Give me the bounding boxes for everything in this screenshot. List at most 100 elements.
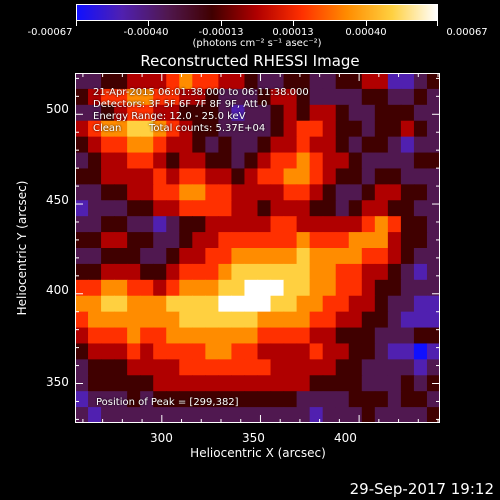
heatmap-cell bbox=[205, 311, 219, 329]
heatmap-cell bbox=[400, 88, 415, 106]
heatmap-cell bbox=[127, 152, 141, 170]
heatmap-cell bbox=[166, 104, 180, 122]
heatmap-cell bbox=[192, 216, 206, 233]
heatmap-cell bbox=[75, 73, 89, 90]
colorbar bbox=[76, 4, 438, 21]
heatmap-cell bbox=[400, 327, 415, 345]
heatmap-cell bbox=[75, 216, 89, 233]
heatmap-cell bbox=[335, 295, 350, 313]
heatmap-cell bbox=[296, 73, 311, 90]
heatmap-cell bbox=[400, 295, 415, 313]
heatmap-cell bbox=[270, 407, 285, 423]
heatmap-cell bbox=[114, 200, 128, 217]
heatmap-cell bbox=[127, 311, 141, 329]
heatmap-cell bbox=[322, 295, 337, 313]
heatmap-cell bbox=[166, 407, 180, 423]
heatmap-cell bbox=[88, 359, 102, 376]
heatmap-cell bbox=[361, 232, 376, 249]
heatmap-cell bbox=[205, 104, 219, 122]
heatmap-cell bbox=[205, 343, 219, 360]
heatmap-cell bbox=[218, 232, 233, 249]
date-stamp: 29-Sep-2017 19:12 bbox=[349, 480, 494, 498]
heatmap-cell bbox=[166, 248, 180, 265]
heatmap-cell bbox=[296, 152, 311, 170]
heatmap-cell bbox=[127, 168, 141, 185]
heatmap-cell bbox=[257, 200, 272, 217]
heatmap-cell bbox=[101, 184, 115, 201]
heatmap-cell bbox=[179, 136, 193, 154]
heatmap-cell bbox=[400, 232, 415, 249]
heatmap-cell bbox=[374, 184, 389, 201]
heatmap-cell bbox=[140, 407, 154, 423]
heatmap-cell bbox=[296, 104, 311, 122]
heatmap-cell bbox=[322, 327, 337, 345]
heatmap-cell bbox=[127, 295, 141, 313]
heatmap-cell bbox=[166, 152, 180, 170]
heatmap-cell bbox=[257, 295, 272, 313]
heatmap-cell bbox=[296, 311, 311, 329]
heatmap-cell bbox=[296, 327, 311, 345]
heatmap-cell bbox=[348, 152, 363, 170]
heatmap-cell bbox=[218, 200, 233, 217]
heatmap-cell bbox=[88, 200, 102, 217]
heatmap-cell bbox=[114, 73, 128, 90]
heatmap-cell bbox=[88, 88, 102, 106]
heatmap-cell bbox=[179, 184, 193, 201]
heatmap-cell bbox=[179, 295, 193, 313]
colorbar-tick bbox=[293, 21, 294, 26]
heatmap-cell bbox=[166, 200, 180, 217]
colorbar-tick-label: 0.00013 bbox=[272, 27, 314, 38]
heatmap-cell bbox=[153, 295, 167, 313]
heatmap-cell bbox=[244, 263, 259, 281]
heatmap-cell bbox=[400, 168, 415, 185]
heatmap-cell bbox=[166, 216, 180, 233]
heatmap-cell bbox=[426, 168, 440, 185]
heatmap-cell bbox=[387, 279, 402, 297]
heatmap bbox=[75, 73, 440, 423]
heatmap-cell bbox=[205, 279, 219, 297]
heatmap-cell bbox=[192, 327, 206, 345]
heatmap-cell bbox=[361, 168, 376, 185]
heatmap-cell bbox=[153, 391, 167, 408]
heatmap-cell bbox=[374, 375, 389, 392]
heatmap-cell bbox=[400, 407, 415, 423]
heatmap-cell bbox=[309, 184, 324, 201]
plot-frame bbox=[75, 73, 440, 423]
heatmap-cell bbox=[335, 136, 350, 154]
heatmap-cell bbox=[361, 184, 376, 201]
heatmap-cell bbox=[231, 168, 246, 185]
heatmap-cell bbox=[192, 295, 206, 313]
heatmap-cell bbox=[335, 120, 350, 138]
heatmap-cell bbox=[426, 311, 440, 329]
heatmap-cell bbox=[192, 120, 206, 138]
heatmap-cell bbox=[348, 104, 363, 122]
heatmap-cell bbox=[322, 136, 337, 154]
heatmap-cell bbox=[88, 248, 102, 265]
plot-area: 21-Apr-2015 06:01:38.000 to 06:11:38.000… bbox=[75, 73, 440, 423]
heatmap-cell bbox=[309, 391, 324, 408]
heatmap-cell bbox=[231, 200, 246, 217]
heatmap-cell bbox=[296, 120, 311, 138]
heatmap-cell bbox=[387, 327, 402, 345]
heatmap-cell bbox=[257, 327, 272, 345]
heatmap-cell bbox=[205, 375, 219, 392]
heatmap-cell bbox=[140, 375, 154, 392]
heatmap-cell bbox=[153, 232, 167, 249]
heatmap-cell bbox=[231, 327, 246, 345]
heatmap-cell bbox=[413, 248, 428, 265]
heatmap-cell bbox=[400, 73, 415, 90]
heatmap-cell bbox=[257, 391, 272, 408]
heatmap-cell bbox=[140, 232, 154, 249]
heatmap-cell bbox=[127, 263, 141, 281]
heatmap-cell bbox=[140, 279, 154, 297]
heatmap-cell bbox=[309, 232, 324, 249]
heatmap-cell bbox=[283, 359, 298, 376]
heatmap-cell bbox=[283, 407, 298, 423]
heatmap-cell bbox=[296, 216, 311, 233]
heatmap-cell bbox=[101, 407, 115, 423]
heatmap-cell bbox=[179, 391, 193, 408]
heatmap-cell bbox=[179, 407, 193, 423]
heatmap-cell bbox=[179, 311, 193, 329]
heatmap-cell bbox=[387, 184, 402, 201]
heatmap-cell bbox=[127, 216, 141, 233]
